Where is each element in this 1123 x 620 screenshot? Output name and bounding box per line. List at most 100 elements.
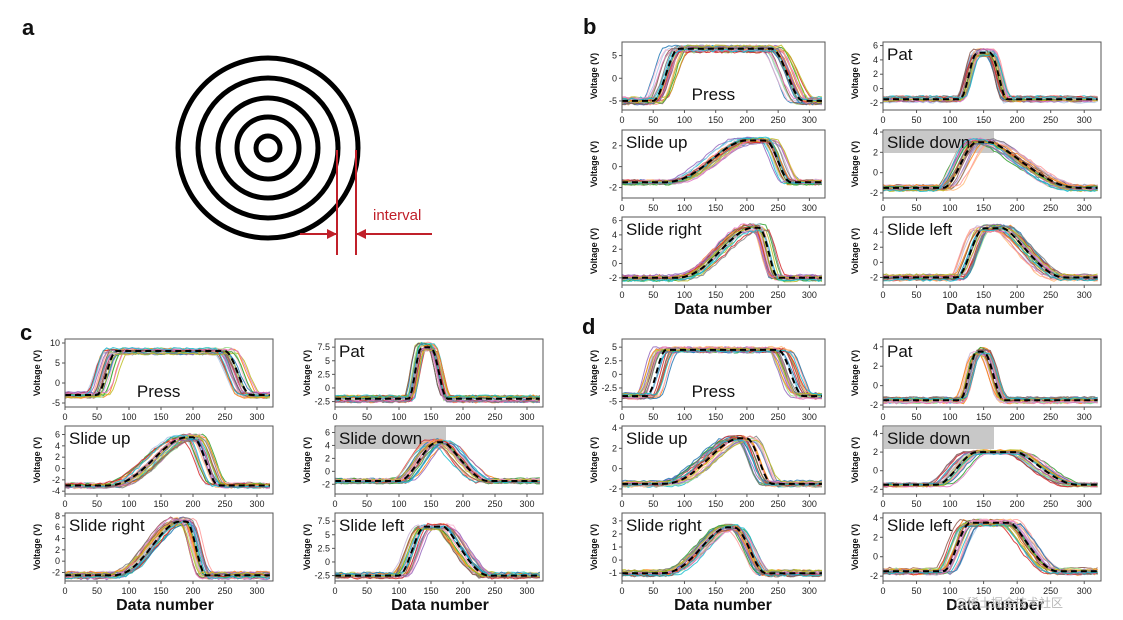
x-tick-label: 100	[677, 586, 692, 596]
mean-line	[622, 139, 822, 184]
plot-frame	[882, 338, 1102, 408]
x-axis-label: Data number	[391, 597, 489, 614]
trace-line	[622, 138, 822, 186]
mean-line	[883, 451, 1098, 486]
x-tick-label: 100	[943, 586, 958, 596]
x-axis-label: Data number	[674, 597, 772, 614]
trace-line	[622, 528, 823, 575]
mean-line	[335, 441, 540, 482]
trace-group	[883, 223, 1098, 282]
y-tick-label: 4	[873, 428, 878, 438]
y-tick-label: 2	[55, 452, 60, 462]
gesture-label: Slide right	[626, 220, 702, 239]
x-tick-label: 250	[771, 203, 786, 213]
y-axis-label: Voltage (V)	[302, 437, 312, 483]
y-axis-label: Voltage (V)	[589, 53, 599, 99]
y-tick-label: 4	[873, 342, 878, 352]
mean-line	[622, 526, 822, 575]
y-tick-label: 2	[55, 545, 60, 555]
y-tick-label: 0	[612, 259, 617, 269]
x-tick-label: 50	[362, 586, 372, 596]
y-tick-label: 0	[325, 383, 330, 393]
trace-line	[622, 46, 823, 106]
y-tick-label: 2	[873, 532, 878, 542]
x-tick-label: 50	[648, 412, 658, 422]
mean-line	[622, 348, 822, 398]
gesture-label: Slide right	[69, 516, 145, 535]
x-tick-label: 250	[771, 115, 786, 125]
y-tick-label: 4	[325, 440, 330, 450]
gesture-label: Slide down	[887, 429, 970, 448]
y-tick-label: 3	[612, 516, 617, 526]
x-tick-label: 300	[1077, 203, 1092, 213]
trace-line	[622, 347, 823, 396]
y-tick-label: -5	[52, 398, 60, 408]
x-tick-label: 150	[153, 499, 168, 509]
x-tick-label: 300	[802, 499, 817, 509]
mean-line	[335, 346, 540, 400]
x-axis-label: Data number	[116, 597, 214, 614]
x-tick-label: 250	[1043, 499, 1058, 509]
trace-line	[883, 138, 1098, 193]
trace-line	[335, 527, 541, 576]
x-tick-label: 150	[708, 586, 723, 596]
y-tick-label: -2	[870, 400, 878, 410]
x-tick-label: 100	[677, 115, 692, 125]
trace-line	[65, 438, 271, 487]
x-tick-label: 50	[648, 290, 658, 300]
y-tick-label: 0	[873, 257, 878, 267]
gesture-label: Pat	[887, 342, 913, 361]
plot-frame	[621, 216, 826, 286]
y-tick-label: 0	[55, 556, 60, 566]
plot-frame	[64, 425, 274, 495]
ring-1	[234, 114, 302, 182]
plot-frame	[621, 129, 826, 199]
y-tick-label: 0	[55, 464, 60, 474]
y-tick-label: -2	[870, 272, 878, 282]
mean-line	[65, 436, 270, 487]
watermark: @稀土掘金技术社区	[955, 595, 1063, 610]
label-highlight	[336, 427, 446, 449]
y-tick-label: 2	[873, 242, 878, 252]
x-tick-label: 100	[943, 203, 958, 213]
mean-line	[883, 51, 1098, 101]
x-tick-label: 0	[619, 586, 624, 596]
y-tick-label: 6	[55, 430, 60, 440]
y-tick-label: 0	[873, 168, 878, 178]
trace-line	[883, 53, 1098, 100]
trace-line	[65, 347, 270, 395]
x-tick-label: 300	[802, 290, 817, 300]
mean-line	[883, 141, 1098, 189]
x-tick-label: 200	[185, 586, 200, 596]
interval-label: interval	[373, 207, 421, 224]
trace-line	[335, 527, 540, 580]
plot-frame	[64, 512, 274, 582]
trace-line	[335, 526, 540, 579]
x-tick-label: 200	[1010, 586, 1025, 596]
ring-inner	[253, 133, 283, 163]
x-tick-label: 200	[1010, 290, 1025, 300]
x-tick-label: 300	[519, 586, 534, 596]
trace-line	[622, 138, 822, 182]
y-tick-label: 0	[612, 464, 617, 474]
x-tick-label: 100	[121, 412, 136, 422]
trace-line	[335, 527, 540, 579]
y-tick-label: -2	[322, 479, 330, 489]
trace-line	[622, 349, 823, 396]
x-tick-label: 250	[487, 412, 502, 422]
x-tick-label: 0	[619, 412, 624, 422]
x-tick-label: 50	[92, 412, 102, 422]
plot-frame	[621, 338, 826, 408]
x-tick-label: 200	[455, 499, 470, 509]
x-tick-label: 200	[185, 412, 200, 422]
y-axis-label: Voltage (V)	[589, 141, 599, 187]
x-tick-label: 150	[708, 115, 723, 125]
x-tick-label: 300	[802, 586, 817, 596]
gesture-label: Press	[692, 85, 735, 104]
x-tick-label: 0	[880, 203, 885, 213]
